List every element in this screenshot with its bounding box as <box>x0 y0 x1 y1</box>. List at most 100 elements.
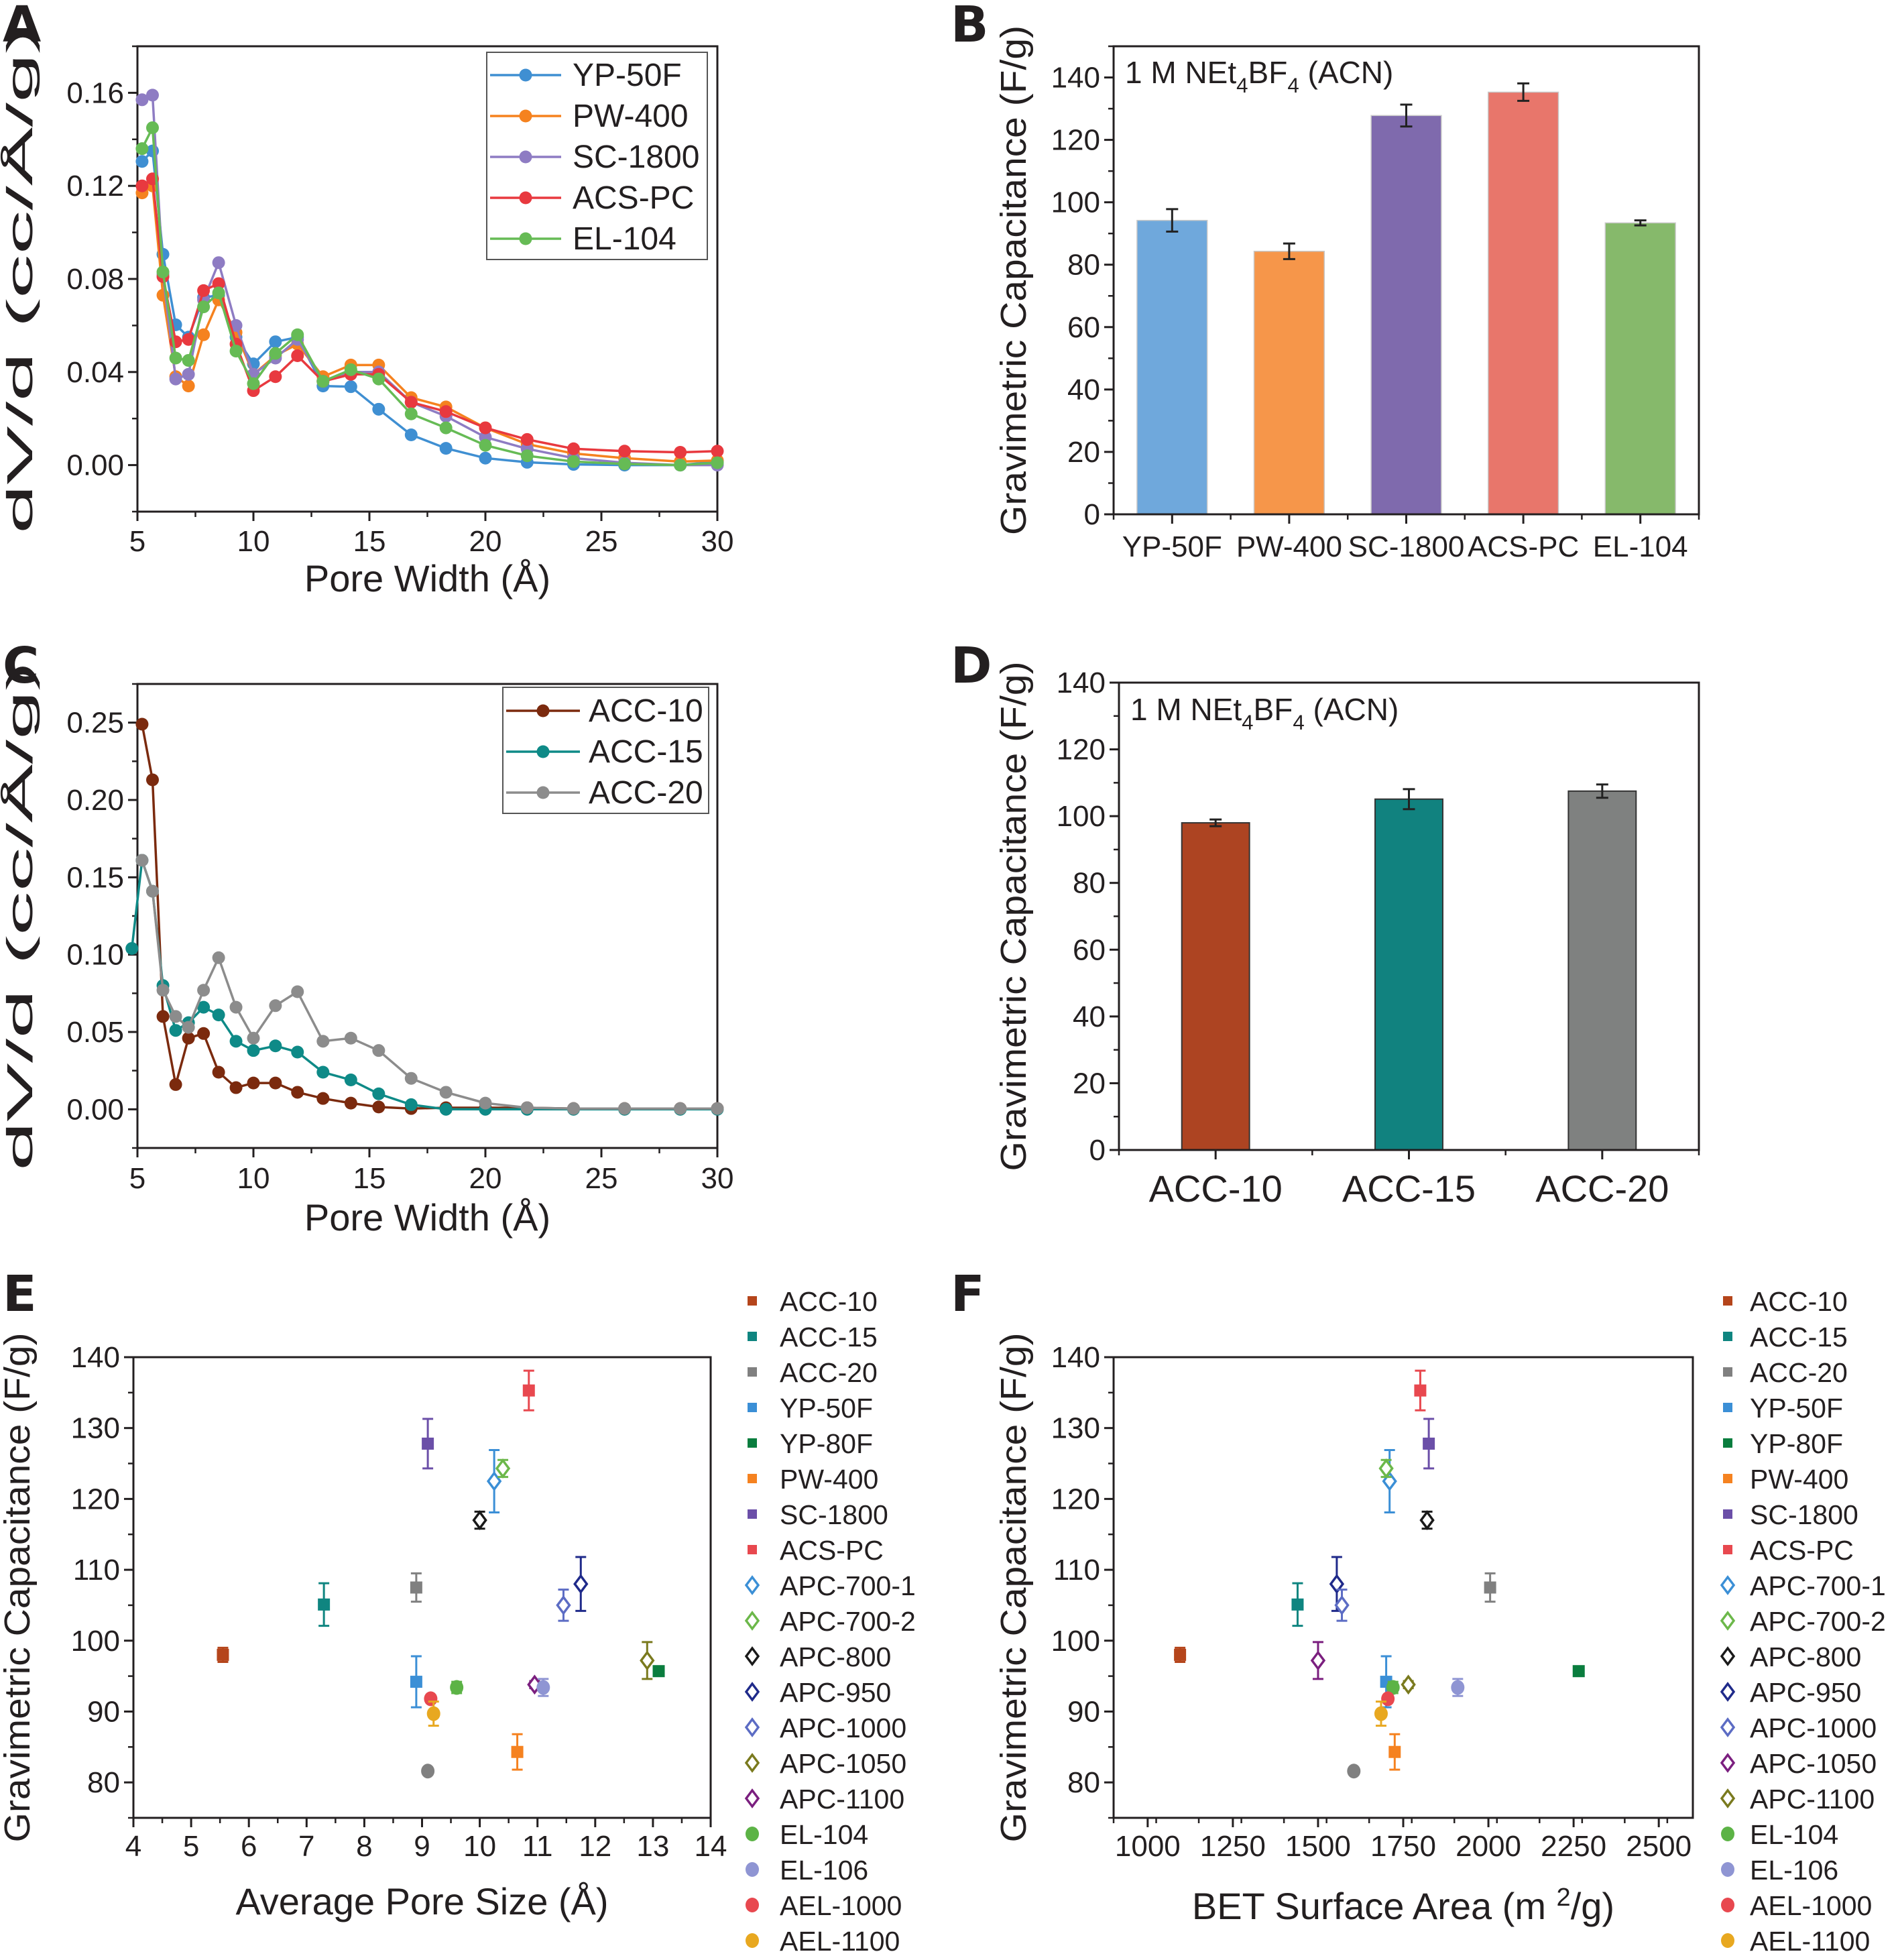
legend-label: YP-50F <box>573 58 682 93</box>
y-tick-label: 100 <box>1051 1625 1100 1658</box>
legend-label: YP-50F <box>780 1393 873 1424</box>
x-tick-label: 10 <box>237 1162 270 1195</box>
legend: YP-50F PW-400 SC-1800 ACS-PC EL-104 <box>486 52 708 260</box>
legend-marker <box>536 704 550 717</box>
legend-label: ACS-PC <box>780 1535 884 1566</box>
legend-marker <box>1720 1753 1736 1773</box>
data-point <box>316 1035 330 1048</box>
legend-item: AEL-1100 <box>1721 1926 1870 1957</box>
legend-label: ACC-15 <box>589 734 703 770</box>
legend-item: APC-700-2 <box>1720 1606 1886 1637</box>
data-point <box>1174 1648 1187 1661</box>
x-axis-title: BET Surface Area (m 2/g) <box>1192 1884 1614 1927</box>
point-sc-1800 <box>422 1418 434 1470</box>
y-tick-label: 0.15 <box>66 861 124 894</box>
point-acs-pc <box>1414 1369 1427 1411</box>
point-el-106 <box>536 1678 550 1697</box>
legend-label: ACC-20 <box>1750 1357 1848 1388</box>
y-tick-label: 120 <box>1051 1483 1100 1515</box>
x-tick-label: 15 <box>353 525 386 558</box>
data-point <box>344 363 357 376</box>
y-axis-title: Gravimetric Capacitance (F/g) <box>994 25 1034 535</box>
series-line <box>141 176 718 454</box>
x-tick-label: 9 <box>414 1830 430 1863</box>
legend-item: AEL-1100 <box>746 1926 900 1957</box>
legend-item: ACC-20 <box>506 775 703 811</box>
legend-label: APC-1100 <box>780 1784 904 1814</box>
data-point <box>247 1076 260 1090</box>
point-ael-1100 <box>1374 1700 1388 1727</box>
data-point <box>1374 1706 1388 1721</box>
data-point <box>652 1665 665 1678</box>
data-point <box>316 1092 330 1105</box>
x-axis-title-part: 2 <box>1557 1884 1571 1912</box>
legend-marker <box>746 1827 759 1841</box>
data-point <box>344 1031 357 1045</box>
data-point <box>229 345 243 358</box>
data-point <box>156 266 170 279</box>
legend-item: ACC-15 <box>748 1322 878 1352</box>
panel-b: B YP-50F PW-400 SC-1800 ACS-PC EL-104 0 20 40 60 8… <box>951 0 1700 563</box>
legend-item: APC-1050 <box>1720 1748 1877 1779</box>
data-point <box>618 457 632 471</box>
x-tick-label: 1250 <box>1200 1830 1266 1863</box>
legend-item: APC-1050 <box>744 1748 906 1779</box>
data-point <box>247 1031 260 1045</box>
data-point <box>674 1102 687 1115</box>
data-point <box>182 367 195 381</box>
data-point <box>372 372 386 386</box>
point-apc-1100 <box>1401 1674 1416 1695</box>
data-point <box>1419 1510 1435 1531</box>
data-point <box>247 1044 260 1057</box>
y-tick-label: 0.05 <box>66 1016 124 1049</box>
data-point <box>410 1581 422 1594</box>
x-tick-label: 8 <box>356 1830 372 1863</box>
x-axis-title-part: /g) <box>1571 1885 1614 1927</box>
x-tick-label: 20 <box>469 525 502 558</box>
legend-marker <box>746 1898 759 1912</box>
y-tick-label: 140 <box>1051 1341 1100 1374</box>
category-label: EL-104 <box>1593 530 1688 563</box>
y-tick-label: 0.20 <box>66 784 124 817</box>
x-tick-label: 1500 <box>1285 1830 1351 1863</box>
series-el-104 <box>135 121 724 472</box>
point-sc-1800 <box>1423 1418 1435 1470</box>
panel-c: C 0.00 0.05 0.10 0.15 0.20 0.25 5 10 15 20 25 30 dV/d… <box>0 637 733 1238</box>
legend-marker <box>1723 1438 1732 1448</box>
data-point <box>372 402 386 416</box>
legend-item: APC-700-1 <box>744 1570 916 1601</box>
x-tick-label: 5 <box>129 525 145 558</box>
electrolyte-annotation: 1 M NEt4BF4 (ACN) <box>1130 692 1399 734</box>
data-point <box>291 1086 304 1099</box>
y-tick-label: 140 <box>1051 62 1100 95</box>
legend-marker <box>748 1509 757 1519</box>
data-point <box>1484 1581 1496 1594</box>
data-point <box>1572 1665 1585 1678</box>
legend-label: ACC-10 <box>589 693 703 729</box>
x-tick-label: 2250 <box>1541 1830 1606 1863</box>
data-point <box>182 333 195 346</box>
data-point <box>1334 1595 1350 1615</box>
y-tick-label: 140 <box>1057 667 1106 699</box>
legend-label: APC-800 <box>780 1641 891 1672</box>
data-point <box>372 1087 386 1100</box>
point-apc-1050 <box>1310 1641 1326 1680</box>
data-point <box>567 1102 580 1115</box>
data-point <box>674 446 687 459</box>
data-point <box>439 405 453 418</box>
y-tick-label: 120 <box>1057 734 1106 766</box>
legend-marker <box>519 109 532 123</box>
category-label: ACS-PC <box>1468 530 1579 563</box>
legend-label: APC-1050 <box>780 1748 906 1779</box>
legend-item: EL-104 <box>1721 1819 1838 1850</box>
data-point <box>1329 1574 1345 1595</box>
data-point <box>229 1081 243 1094</box>
legend-item: APC-700-1 <box>1720 1570 1886 1601</box>
y-tick-label: 60 <box>1067 311 1100 344</box>
x-tick-label: 20 <box>469 1162 502 1195</box>
data-point <box>674 459 687 472</box>
data-point <box>135 717 149 731</box>
x-tick-label: 10 <box>237 525 270 558</box>
x-tick-label: 2500 <box>1626 1830 1692 1863</box>
legend-item: ACC-10 <box>748 1286 878 1317</box>
